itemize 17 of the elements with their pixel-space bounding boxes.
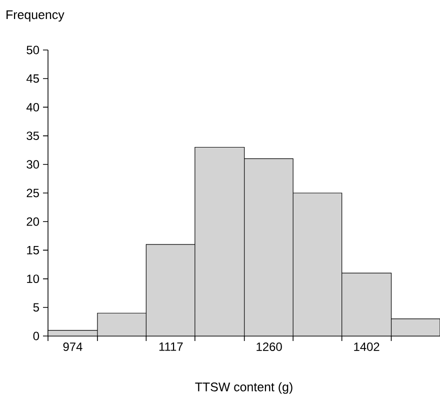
y-tick-label: 20 bbox=[26, 217, 40, 226]
y-axis-title: Frequency bbox=[6, 10, 64, 22]
y-tick-label: 40 bbox=[26, 102, 40, 112]
y-tick-label: 30 bbox=[26, 160, 40, 169]
y-tick-label: 35 bbox=[26, 132, 39, 140]
y-tick-label: 25 bbox=[26, 188, 39, 198]
y-tick-label: 15 bbox=[27, 246, 39, 254]
y-tick-label: 45 bbox=[26, 74, 39, 83]
y-tick-label: 5 bbox=[33, 303, 39, 312]
y-tick-label: 0 bbox=[33, 332, 40, 340]
y-tick-label: 10 bbox=[27, 274, 40, 284]
x-tick-label: 974 bbox=[63, 342, 82, 351]
x-tick-label: 1402 bbox=[354, 342, 380, 351]
x-axis-title: TTSW content (g) bbox=[195, 382, 292, 394]
x-tick-label: 1117 bbox=[159, 342, 183, 351]
x-tick-label: 1260 bbox=[256, 342, 282, 351]
y-tick-label: 50 bbox=[26, 46, 40, 54]
